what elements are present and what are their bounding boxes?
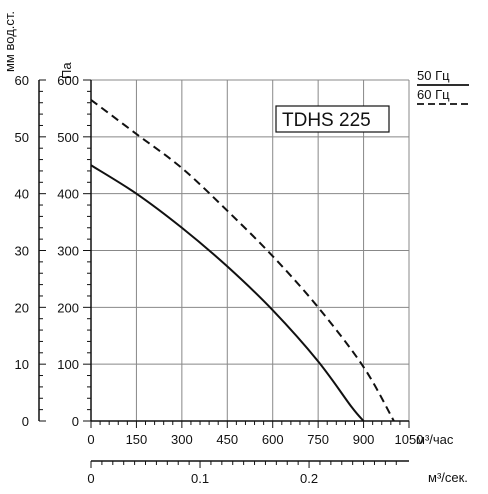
series-line-60hz	[90, 99, 395, 422]
y-axis-unit-pa: Па	[59, 62, 74, 79]
y-tick-label-pa: 0	[72, 414, 79, 429]
x-tick-label: 1050	[395, 432, 424, 447]
y-tick-label-mm: 0	[22, 414, 29, 429]
x-tick-label: 0	[87, 432, 94, 447]
y-tick-label-pa: 100	[57, 357, 79, 372]
x-tick-label: 150	[126, 432, 148, 447]
y-tick-label-pa: 600	[57, 73, 79, 88]
x-tick-label: 300	[171, 432, 193, 447]
x-axis-unit-flow-sec: м³/сек.	[428, 470, 468, 485]
y-tick-label-pa: 200	[57, 300, 79, 315]
x-axis-unit-flow: м³/час	[416, 432, 454, 447]
y-tick-label-mm: 10	[15, 357, 29, 372]
sec-tick-label: 0.1	[191, 471, 209, 486]
model-label-box	[275, 105, 390, 133]
x-tick-label: 450	[216, 432, 238, 447]
y-tick-label-mm: 50	[15, 130, 29, 145]
x-tick-label: 900	[353, 432, 375, 447]
x-tick-label: 600	[262, 432, 284, 447]
model-label: TDHS 225	[282, 110, 371, 131]
sec-tick-label: 0	[87, 471, 94, 486]
series-line-50hz	[90, 164, 365, 422]
legend-label: 60 Гц	[417, 87, 450, 102]
y-axis-unit-mm: мм вод.ст.	[2, 11, 17, 72]
y-tick-label-pa: 300	[57, 244, 79, 259]
sec-tick-label: 0.2	[300, 471, 318, 486]
y-tick-label-mm: 60	[15, 73, 29, 88]
y-tick-label-mm: 30	[15, 244, 29, 259]
y-tick-label-mm: 20	[15, 300, 29, 315]
y-tick-label-mm: 40	[15, 187, 29, 202]
y-tick-label-pa: 400	[57, 187, 79, 202]
y-tick-label-pa: 500	[57, 130, 79, 145]
legend-label: 50 Гц	[417, 68, 450, 83]
x-tick-label: 750	[307, 432, 329, 447]
